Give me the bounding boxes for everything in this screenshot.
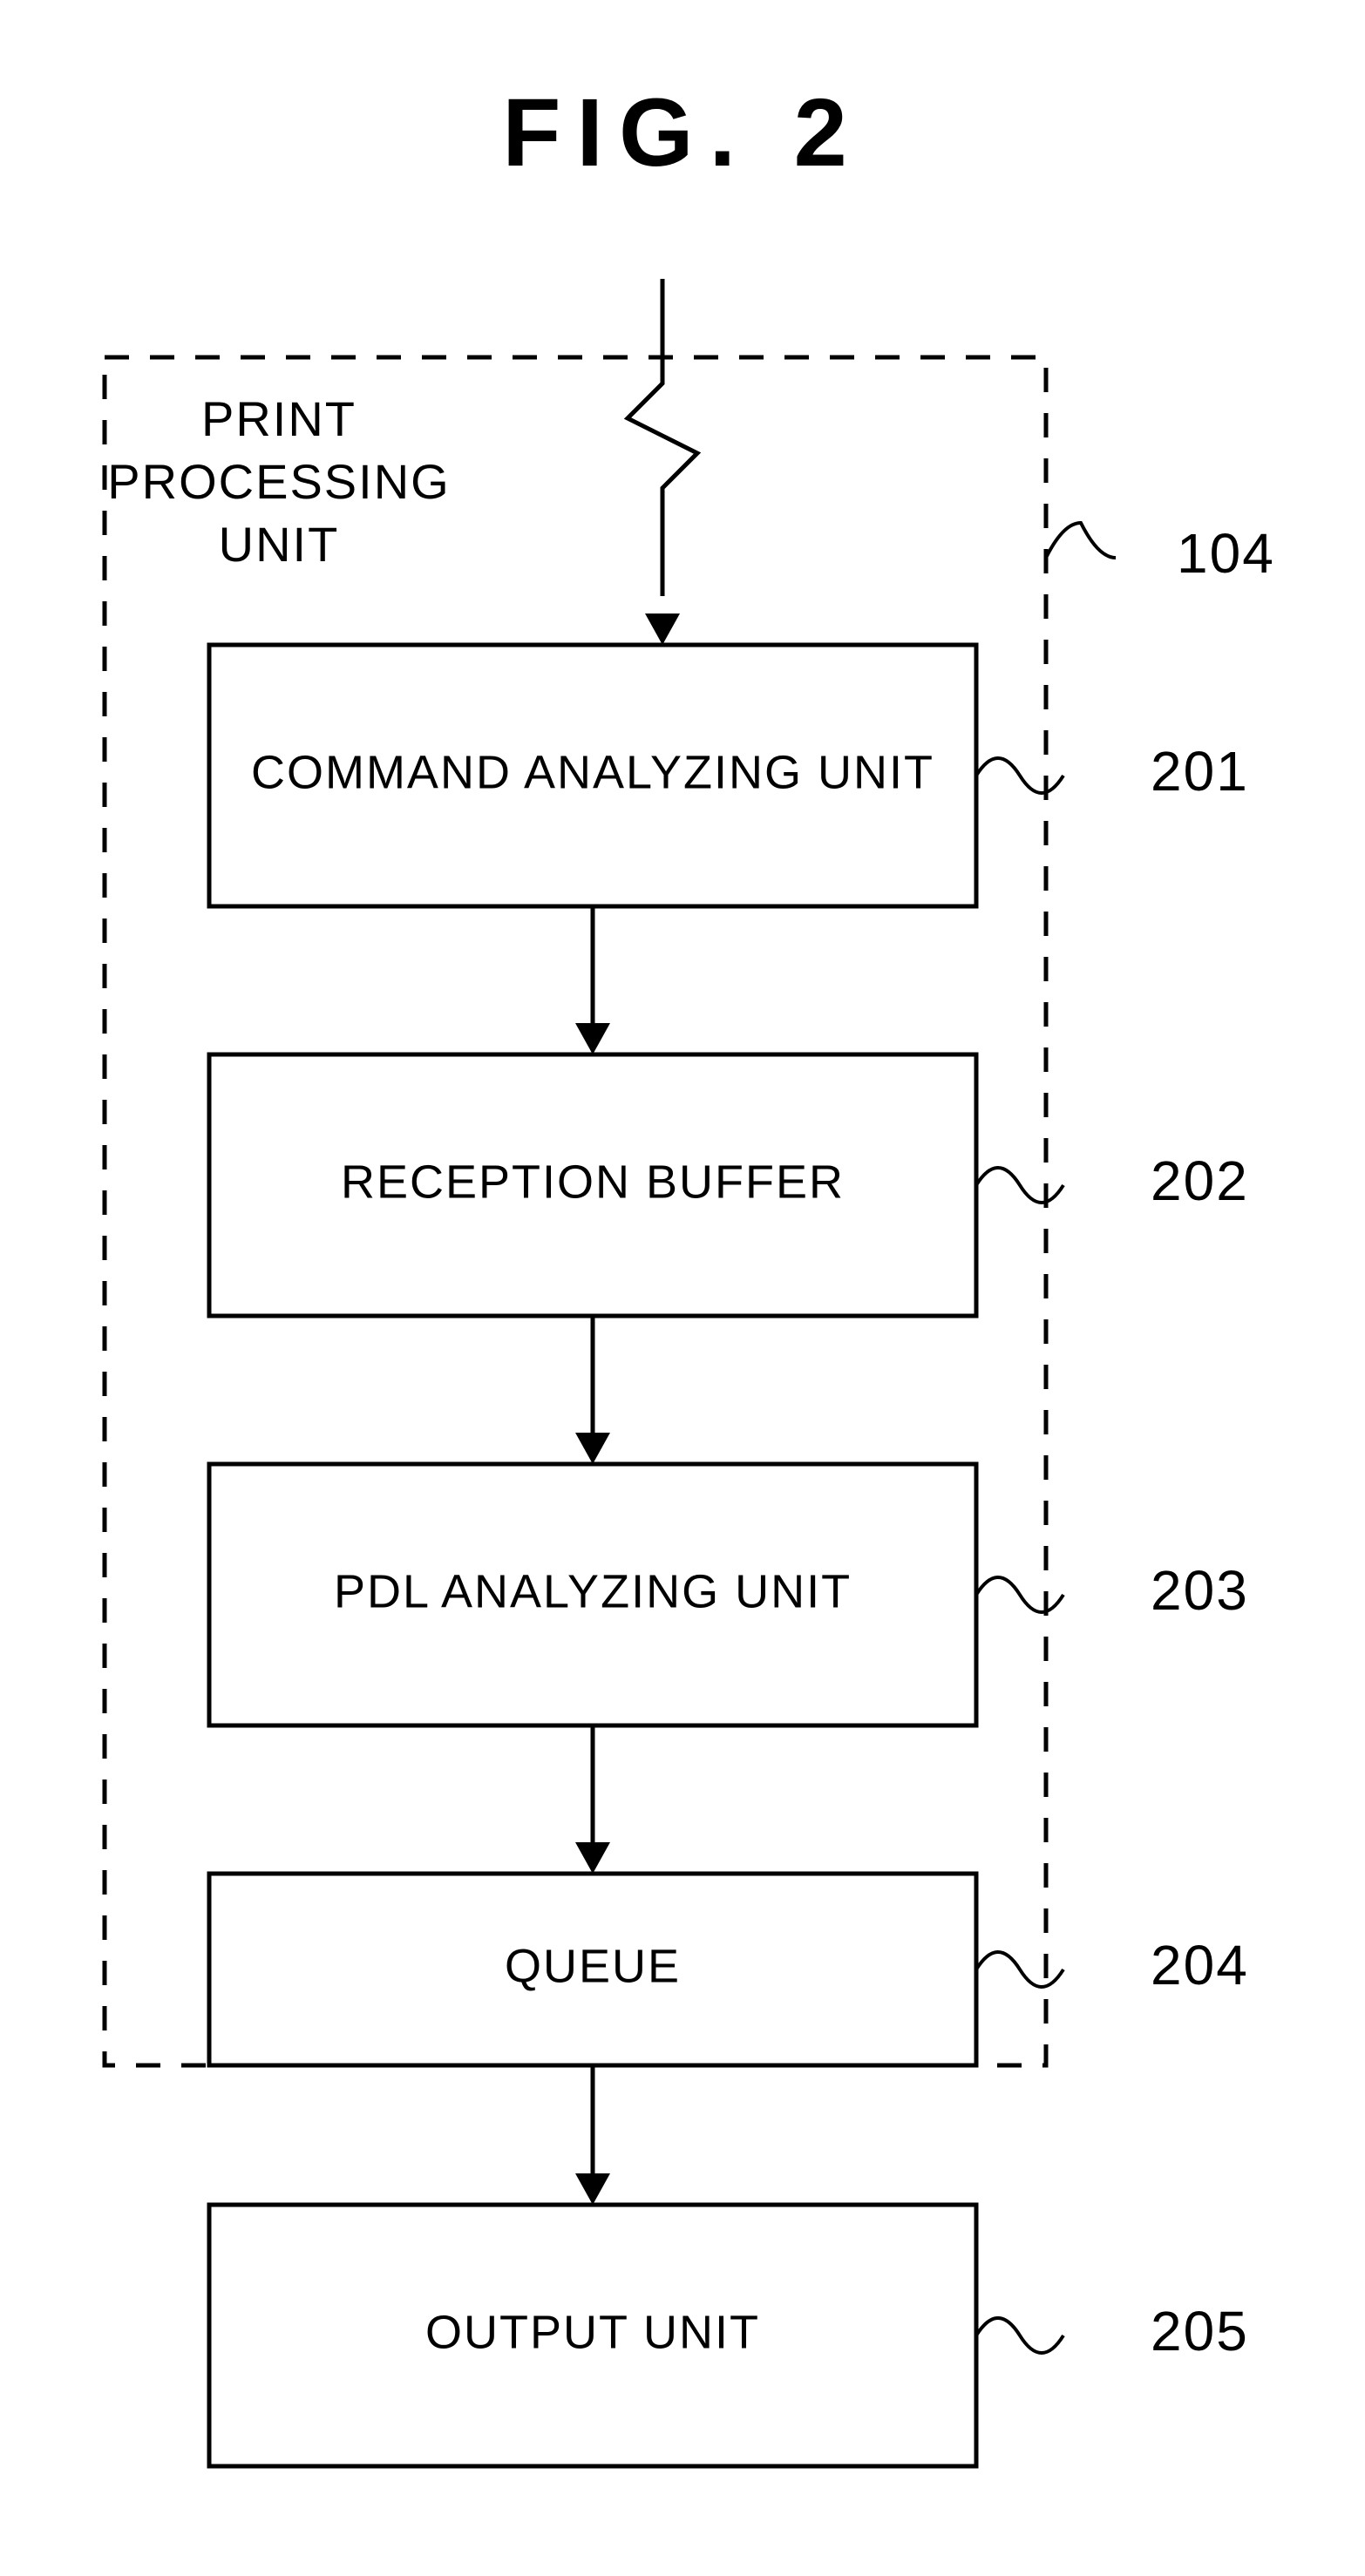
block-label-n2: RECEPTION BUFFER (341, 1156, 845, 1208)
ref-number-n5: 205 (1151, 2300, 1249, 2362)
block-label-n1: COMMAND ANALYZING UNIT (251, 746, 934, 798)
block-label-n4: QUEUE (505, 1940, 681, 1992)
container-label-line: PRINT (201, 391, 357, 446)
figure-title: FIG. 2 (502, 79, 863, 186)
block-label-n5: OUTPUT UNIT (425, 2306, 760, 2358)
block-label-n3: PDL ANALYZING UNIT (334, 1565, 852, 1617)
container-label-line: UNIT (219, 517, 340, 572)
container-ref-number: 104 (1177, 522, 1275, 585)
container-label-line: PROCESSING (107, 454, 450, 509)
ref-number-n4: 204 (1151, 1934, 1249, 1996)
ref-number-n3: 203 (1151, 1559, 1249, 1622)
ref-number-n1: 201 (1151, 740, 1249, 803)
ref-number-n2: 202 (1151, 1149, 1249, 1212)
